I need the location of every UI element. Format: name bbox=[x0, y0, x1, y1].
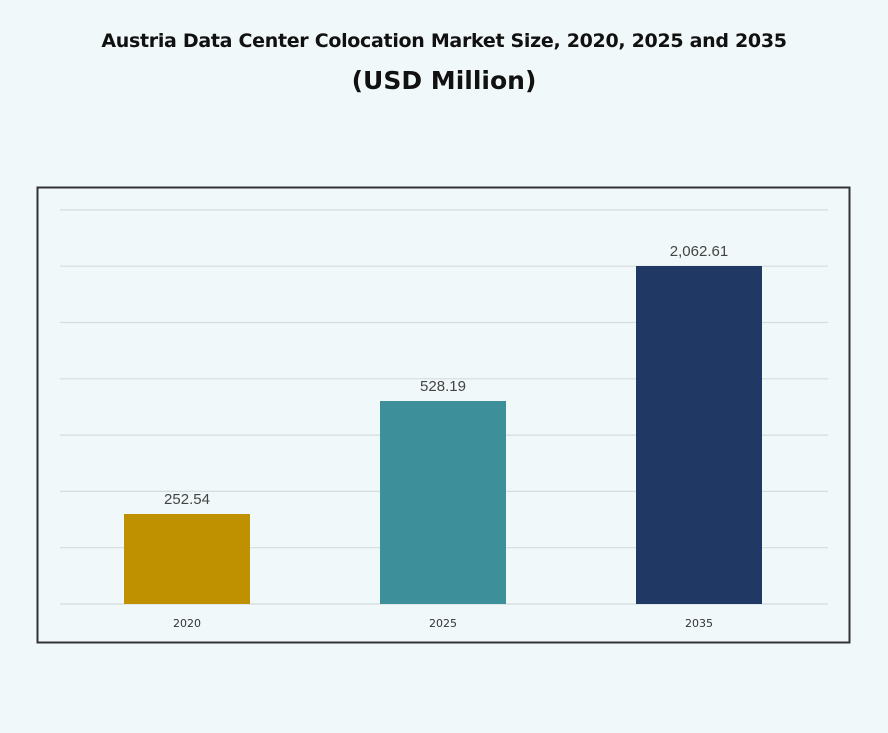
bar-2020 bbox=[124, 514, 250, 604]
x-tick-label: 2035 bbox=[685, 617, 713, 630]
chart-subtitle: (USD Million) bbox=[351, 66, 537, 95]
data-label: 252.54 bbox=[164, 491, 210, 508]
data-label: 528.19 bbox=[420, 378, 466, 395]
x-tick-label: 2025 bbox=[429, 617, 457, 630]
data-label: 2,062.61 bbox=[670, 243, 728, 260]
bar-2035 bbox=[636, 266, 762, 604]
x-tick-label: 2020 bbox=[173, 617, 201, 630]
chart-title: Austria Data Center Colocation Market Si… bbox=[101, 30, 787, 52]
bar-2025 bbox=[380, 401, 506, 604]
